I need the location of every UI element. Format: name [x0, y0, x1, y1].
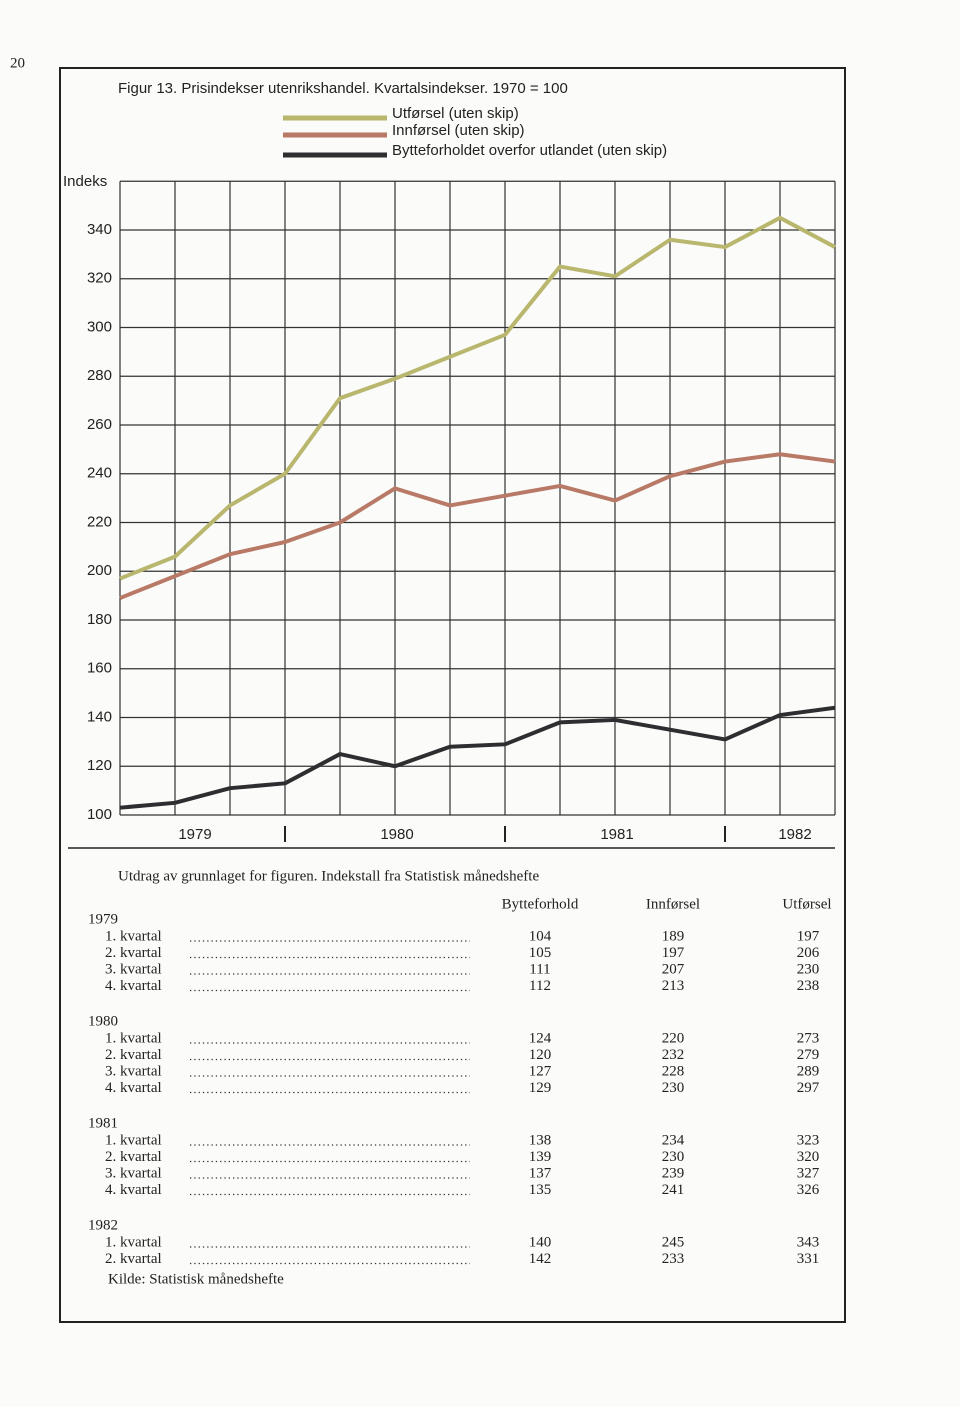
cell-value: 234 — [662, 1132, 685, 1148]
column-header: Utførsel — [782, 896, 831, 912]
cell-value: 112 — [529, 978, 551, 994]
cell-value: 207 — [662, 961, 685, 977]
year-label: 1981 — [88, 1115, 118, 1131]
cell-value: 139 — [529, 1149, 552, 1165]
y-tick-label: 340 — [87, 221, 112, 238]
y-tick-label: 300 — [87, 318, 112, 335]
row-label: 4. kvartal — [105, 1182, 162, 1198]
row-label: 1. kvartal — [105, 1132, 162, 1148]
cell-value: 189 — [662, 928, 685, 944]
cell-value: 127 — [529, 1063, 552, 1079]
page-frame — [59, 67, 846, 1323]
row-label: 3. kvartal — [105, 961, 162, 977]
y-tick-label: 100 — [87, 806, 112, 823]
cell-value: 323 — [797, 1132, 820, 1148]
cell-value: 140 — [529, 1234, 552, 1250]
y-tick-label: 260 — [87, 416, 112, 433]
y-tick-label: 160 — [87, 660, 112, 677]
row-label: 2. kvartal — [105, 1149, 162, 1165]
x-year-label: 1982 — [778, 826, 811, 843]
legend-label: Innførsel (uten skip) — [392, 122, 525, 139]
row-label: 1. kvartal — [105, 1030, 162, 1046]
cell-value: 111 — [529, 961, 550, 977]
cell-value: 273 — [797, 1030, 820, 1046]
cell-value: 120 — [529, 1047, 552, 1063]
cell-value: 230 — [662, 1080, 685, 1096]
x-year-label: 1980 — [380, 826, 413, 843]
cell-value: 238 — [797, 978, 820, 994]
cell-value: 142 — [529, 1251, 552, 1267]
y-tick-label: 180 — [87, 611, 112, 628]
table-caption: Utdrag av grunnlaget for figuren. Indeks… — [118, 868, 539, 884]
cell-value: 245 — [662, 1234, 685, 1250]
column-header: Innførsel — [646, 896, 700, 912]
cell-value: 213 — [662, 978, 685, 994]
cell-value: 220 — [662, 1030, 685, 1046]
cell-value: 320 — [797, 1149, 820, 1165]
legend-label: Utførsel (uten skip) — [392, 105, 519, 122]
cell-value: 228 — [662, 1063, 685, 1079]
cell-value: 279 — [797, 1047, 820, 1063]
year-label: 1979 — [88, 911, 118, 927]
data-line — [119, 215, 836, 581]
cell-value: 230 — [797, 961, 820, 977]
source: Kilde: Statistisk månedshefte — [108, 1271, 284, 1287]
row-label: 4. kvartal — [105, 1080, 162, 1096]
cell-value: 331 — [797, 1251, 820, 1267]
cell-value: 105 — [529, 945, 552, 961]
row-label: 3. kvartal — [105, 1165, 162, 1181]
y-tick-label: 320 — [87, 270, 112, 287]
x-year-label: 1979 — [178, 826, 211, 843]
row-label: 2. kvartal — [105, 1047, 162, 1063]
cell-value: 230 — [662, 1149, 685, 1165]
y-tick-label: 140 — [87, 708, 112, 725]
cell-value: 137 — [529, 1165, 552, 1181]
year-label: 1982 — [88, 1217, 118, 1233]
row-label: 4. kvartal — [105, 978, 162, 994]
row-label: 3. kvartal — [105, 1063, 162, 1079]
cell-value: 239 — [662, 1165, 685, 1181]
cell-value: 326 — [797, 1182, 820, 1198]
column-header: Bytteforhold — [502, 896, 579, 912]
row-label: 1. kvartal — [105, 928, 162, 944]
cell-value: 233 — [662, 1251, 685, 1267]
y-axis-label: Indeks — [63, 173, 107, 190]
cell-value: 327 — [797, 1165, 820, 1181]
x-year-label: 1981 — [600, 826, 633, 843]
cell-value: 206 — [797, 945, 820, 961]
y-tick-label: 200 — [87, 562, 112, 579]
chart-title: Figur 13. Prisindekser utenrikshandel. K… — [118, 80, 568, 97]
legend-label: Bytteforholdet overfor utlandet (uten sk… — [392, 142, 667, 159]
y-tick-label: 120 — [87, 757, 112, 774]
cell-value: 197 — [662, 945, 685, 961]
cell-value: 297 — [797, 1080, 820, 1096]
cell-value: 197 — [797, 928, 820, 944]
data-line — [119, 452, 836, 600]
year-label: 1980 — [88, 1013, 118, 1029]
y-tick-label: 280 — [87, 367, 112, 384]
row-label: 1. kvartal — [105, 1234, 162, 1250]
cell-value: 343 — [797, 1234, 820, 1250]
cell-value: 289 — [797, 1063, 820, 1079]
cell-value: 241 — [662, 1182, 685, 1198]
row-label: 2. kvartal — [105, 945, 162, 961]
cell-value: 232 — [662, 1047, 685, 1063]
cell-value: 129 — [529, 1080, 552, 1096]
data-line — [119, 705, 836, 810]
cell-value: 124 — [529, 1030, 552, 1046]
row-label: 2. kvartal — [105, 1251, 162, 1267]
y-tick-label: 240 — [87, 465, 112, 482]
cell-value: 138 — [529, 1132, 552, 1148]
page-number: 20 — [10, 55, 25, 71]
cell-value: 135 — [529, 1182, 552, 1198]
cell-value: 104 — [529, 928, 552, 944]
y-tick-label: 220 — [87, 513, 112, 530]
